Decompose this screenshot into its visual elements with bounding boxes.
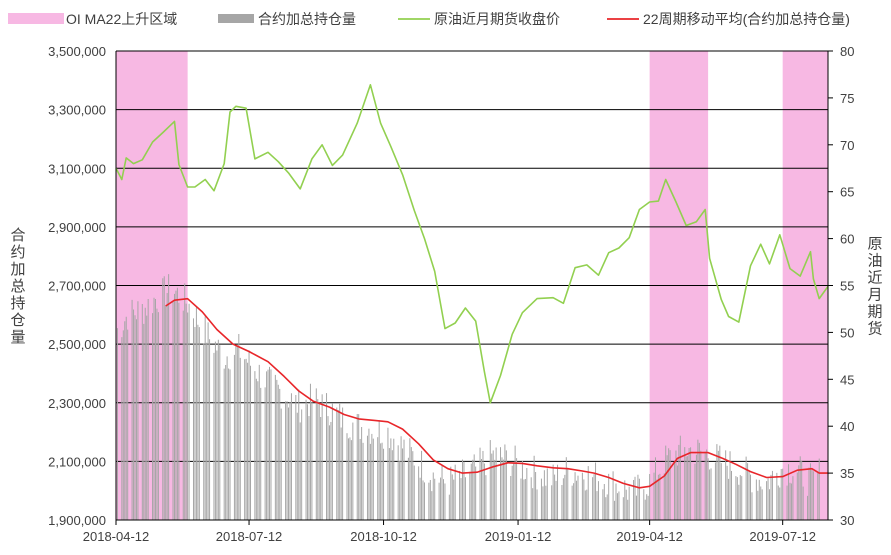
legend-label: 原油近月期货收盘价	[434, 11, 560, 27]
line-series	[115, 84, 829, 489]
y-right-tick-label: 50	[840, 325, 854, 340]
y-left-tick-label: 2,900,000	[48, 220, 106, 235]
y-left-tick-label: 2,500,000	[48, 337, 106, 352]
y-left-tick-label: 2,300,000	[48, 396, 106, 411]
ma22-line	[165, 297, 828, 489]
crude-close-line	[115, 84, 829, 404]
y-right-tick-label: 65	[840, 185, 854, 200]
legend: OI MA22上升区域 合约加总持仓量 原油近月期货收盘价 22周期移动平均(合约加总…	[8, 11, 850, 27]
axes: 1,900,000 2,100,000 2,300,000 2,500,000 2,70…	[10, 44, 882, 544]
x-tick-label: 2019-07-12	[749, 529, 816, 544]
legend-item-1: OI MA22上升区域	[8, 11, 177, 27]
y-right-tick-label: 70	[840, 138, 854, 153]
y-right-tick-label: 30	[840, 513, 854, 528]
legend-label: OI MA22上升区域	[66, 11, 177, 27]
legend-item-3: 原油近月期货收盘价	[398, 11, 560, 27]
y-left-tick-label: 3,500,000	[48, 44, 106, 59]
legend-swatch	[218, 14, 254, 23]
y-right-title: 原油近月期货	[867, 236, 882, 338]
legend-label: 22周期移动平均(合约加总持仓量)	[643, 11, 850, 27]
y-left-tick-label: 2,100,000	[48, 454, 106, 469]
gridlines	[116, 50, 828, 521]
y-left-title: 合约加总持仓量	[10, 227, 25, 346]
y-right-tick-label: 55	[840, 279, 854, 294]
legend-item-4: 22周期移动平均(合约加总持仓量)	[607, 11, 850, 27]
y-right-tick-label: 40	[840, 419, 854, 434]
x-tick-label: 2018-07-12	[216, 529, 283, 544]
y-left-tick-label: 1,900,000	[48, 513, 106, 528]
y-right-tick-label: 80	[840, 44, 854, 59]
legend-swatch	[8, 13, 64, 24]
y-right-tick-label: 35	[840, 466, 854, 481]
open-interest-bars	[115, 274, 820, 520]
x-tick-label: 2019-01-12	[485, 529, 552, 544]
legend-item-2: 合约加总持仓量	[218, 11, 356, 27]
y-left-tick-label: 3,300,000	[48, 103, 106, 118]
x-tick-label: 2018-04-12	[83, 529, 150, 544]
x-tick-label: 2018-10-12	[350, 529, 417, 544]
x-tick-label: 2019-04-12	[616, 529, 683, 544]
legend-label: 合约加总持仓量	[258, 11, 356, 27]
y-left-tick-label: 2,700,000	[48, 279, 106, 294]
y-right-tick-label: 45	[840, 372, 854, 387]
y-right-tick-label: 75	[840, 91, 854, 106]
y-left-tick-label: 3,100,000	[48, 161, 106, 176]
y-right-tick-label: 60	[840, 232, 854, 247]
